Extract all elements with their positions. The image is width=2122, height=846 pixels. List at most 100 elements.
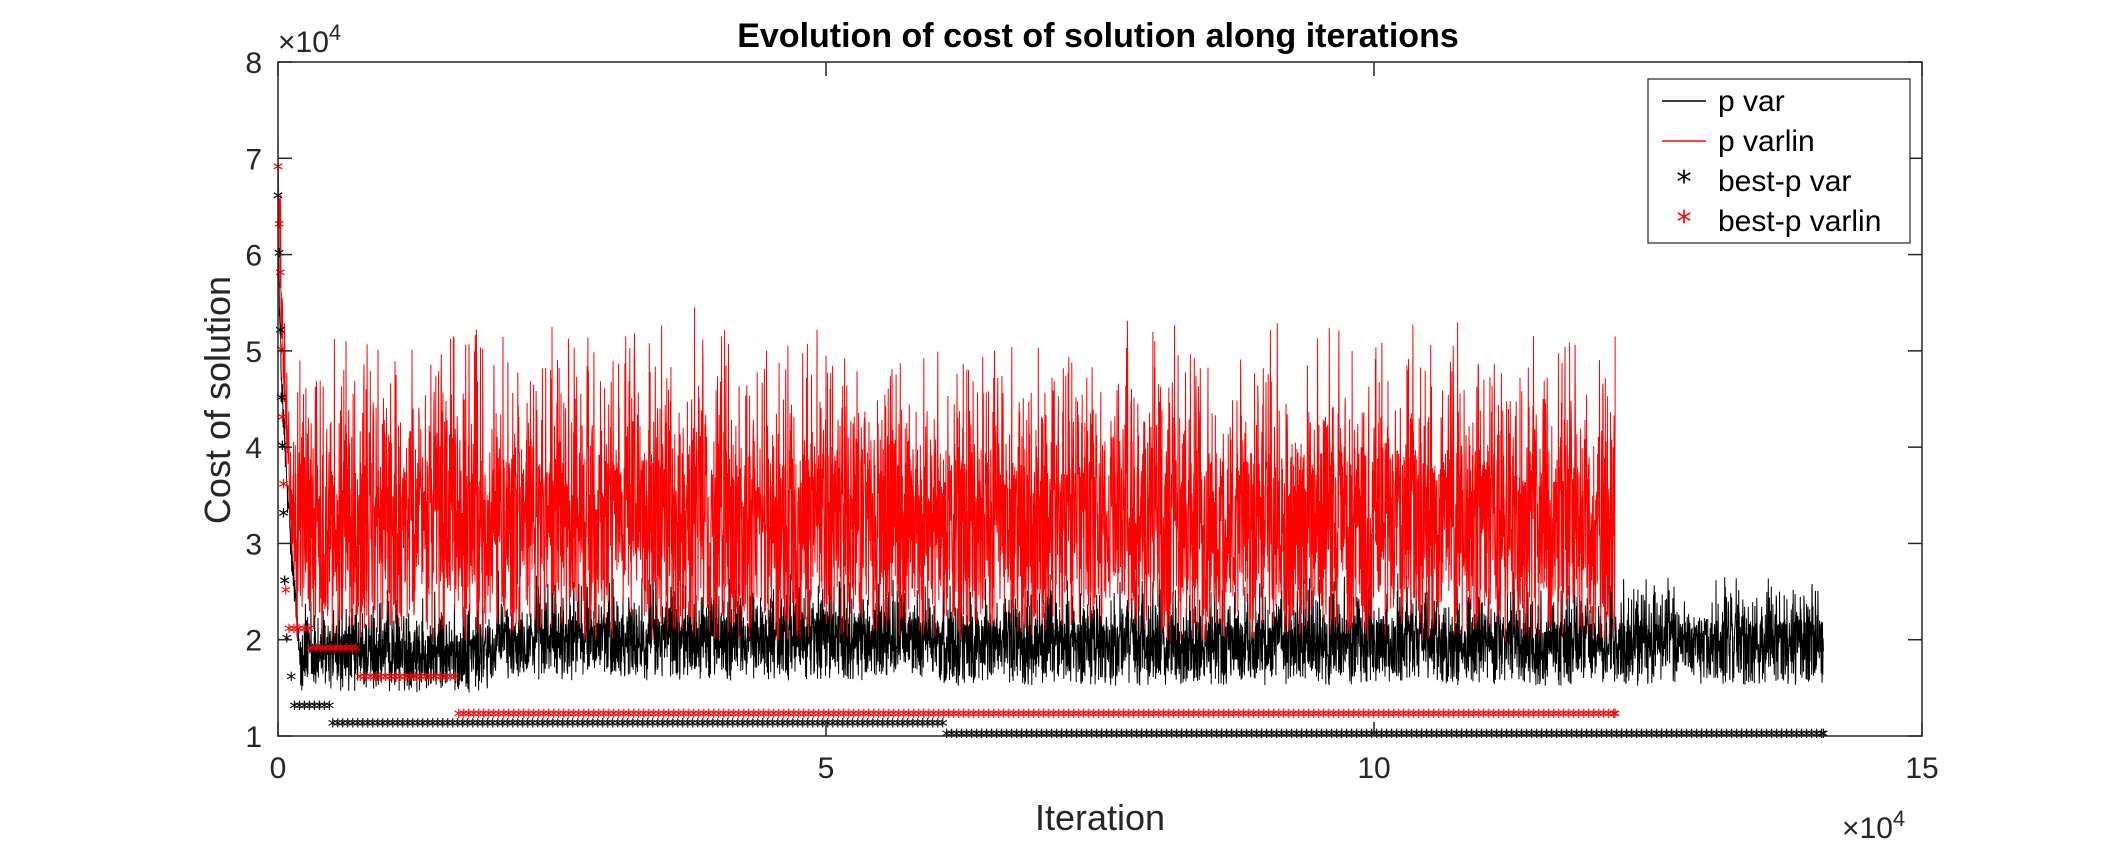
best-marker: * [348, 714, 358, 738]
best-marker: * [609, 705, 619, 729]
best-marker: * [1429, 705, 1439, 729]
best-marker: * [1504, 705, 1514, 729]
best-marker: * [1159, 705, 1169, 729]
best-marker: * [484, 705, 494, 729]
best-marker: * [1282, 725, 1292, 749]
y-tick-label: 7 [245, 143, 262, 176]
best-marker: * [1222, 725, 1232, 749]
best-marker: * [634, 705, 644, 729]
best-marker: * [903, 714, 913, 738]
best-marker: * [1277, 725, 1287, 749]
best-marker: * [306, 639, 316, 663]
best-marker: * [353, 714, 363, 738]
best-marker: * [563, 714, 573, 738]
best-marker: * [643, 714, 653, 738]
best-marker: * [1559, 705, 1569, 729]
best-marker: * [1087, 725, 1097, 749]
best-marker: * [1777, 725, 1787, 749]
best-marker: * [430, 668, 440, 692]
best-marker: * [1007, 725, 1017, 749]
best-marker: * [276, 389, 286, 413]
best-marker: * [1610, 705, 1620, 729]
best-marker: * [1012, 725, 1022, 749]
best-marker: * [524, 705, 534, 729]
best-marker: * [1199, 705, 1209, 729]
best-marker: * [294, 620, 304, 644]
best-marker: * [1079, 705, 1089, 729]
best-marker: * [279, 505, 289, 529]
best-marker: * [1507, 725, 1517, 749]
best-marker: * [1454, 705, 1464, 729]
best-marker: * [338, 714, 348, 738]
best-marker: * [758, 714, 768, 738]
best-marker: * [928, 714, 938, 738]
best-marker: * [1812, 725, 1822, 749]
best-marker: * [883, 714, 893, 738]
best-marker: * [869, 705, 879, 729]
best-marker: * [1067, 725, 1077, 749]
best-marker: * [493, 714, 503, 738]
best-marker: * [1682, 725, 1692, 749]
best-marker: * [1207, 725, 1217, 749]
best-marker: * [1254, 705, 1264, 729]
series-line-p-var [277, 211, 1824, 693]
y-multiplier: ×104 [278, 20, 341, 59]
best-marker: * [438, 714, 448, 738]
best-marker: * [294, 697, 304, 721]
best-marker: * [326, 639, 336, 663]
best-marker: * [724, 705, 734, 729]
best-marker: * [1414, 705, 1424, 729]
best-marker: * [909, 705, 919, 729]
best-marker: * [1817, 725, 1827, 749]
best-marker: * [1052, 725, 1062, 749]
best-marker: * [949, 705, 959, 729]
best-marker: * [769, 705, 779, 729]
best-marker: * [648, 714, 658, 738]
best-marker: * [1569, 705, 1579, 729]
best-marker: * [1092, 725, 1102, 749]
best-marker: * [1677, 725, 1687, 749]
best-marker: * [1184, 705, 1194, 729]
best-marker: * [286, 668, 296, 692]
best-marker: * [1544, 705, 1554, 729]
best-marker: * [939, 705, 949, 729]
best-marker: * [588, 714, 598, 738]
best-marker: * [1189, 705, 1199, 729]
best-marker: * [1574, 705, 1584, 729]
best-marker: * [694, 705, 704, 729]
best-marker: * [719, 705, 729, 729]
best-marker: * [874, 705, 884, 729]
best-marker: * [274, 216, 284, 240]
best-marker: * [982, 725, 992, 749]
best-marker: * [1337, 725, 1347, 749]
x-axis-label: Iteration [1035, 797, 1165, 838]
best-marker: * [1177, 725, 1187, 749]
best-marker: * [390, 668, 400, 692]
best-marker: * [798, 714, 808, 738]
best-marker: * [1752, 725, 1762, 749]
best-marker: * [523, 714, 533, 738]
best-marker: * [1152, 725, 1162, 749]
best-marker: * [774, 705, 784, 729]
best-marker: * [894, 705, 904, 729]
best-marker: * [759, 705, 769, 729]
best-marker: * [331, 639, 341, 663]
best-marker: * [1349, 705, 1359, 729]
best-marker: * [289, 620, 299, 644]
best-marker: * [693, 714, 703, 738]
best-marker: * [544, 705, 554, 729]
best-marker: * [789, 705, 799, 729]
y-tick-label: 8 [245, 47, 262, 80]
best-marker: * [443, 714, 453, 738]
best-marker: * [1599, 705, 1609, 729]
series-markers-best-p-varlin: ****************************************… [273, 158, 1620, 729]
best-marker: * [848, 714, 858, 738]
best-marker: * [1609, 705, 1619, 729]
best-marker: * [768, 714, 778, 738]
legend-label-p-var: p var [1718, 85, 1785, 118]
legend-marker-best-p-var: * [1677, 165, 1692, 200]
best-marker: * [1339, 705, 1349, 729]
best-marker: * [280, 572, 290, 596]
best-marker: * [684, 705, 694, 729]
best-marker: * [688, 714, 698, 738]
